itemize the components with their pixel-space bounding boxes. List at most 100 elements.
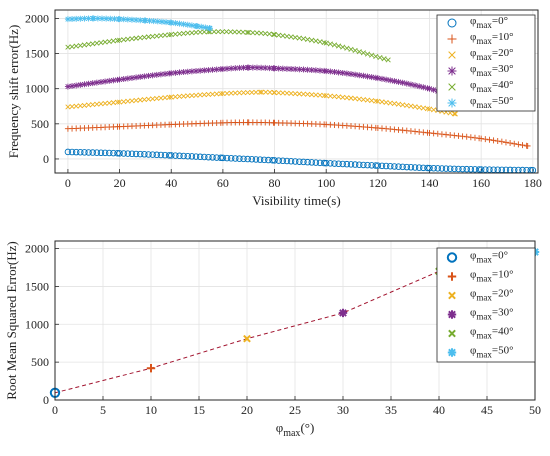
data-point <box>431 107 437 113</box>
marker-x <box>296 91 302 97</box>
marker-asterisk <box>146 17 153 24</box>
data-point <box>162 32 168 38</box>
marker-asterisk <box>149 72 156 79</box>
marker-asterisk <box>343 70 350 77</box>
marker-asterisk <box>193 68 200 75</box>
data-point <box>352 96 358 102</box>
data-point <box>145 34 152 40</box>
marker-circle <box>296 158 303 165</box>
marker-asterisk <box>447 310 457 319</box>
marker-plus <box>482 136 489 143</box>
data-point <box>240 29 246 35</box>
marker-x <box>228 29 234 35</box>
data-point <box>292 91 298 97</box>
legend-label: φmax=10° <box>470 269 513 284</box>
marker-x <box>340 44 346 50</box>
marker-x <box>69 44 75 50</box>
marker-x <box>94 101 100 107</box>
marker-asterisk <box>420 84 427 91</box>
data-point <box>266 31 272 37</box>
data-point <box>267 89 273 95</box>
data-point <box>372 162 380 169</box>
marker-x <box>258 30 264 36</box>
data-point <box>224 65 231 72</box>
x-tick-label: 10 <box>145 403 157 417</box>
data-point <box>287 157 295 165</box>
marker-x <box>86 41 92 47</box>
data-point <box>344 95 350 101</box>
data-point <box>424 85 431 92</box>
marker-x <box>236 90 242 96</box>
data-point <box>124 75 131 82</box>
data-point <box>142 17 149 24</box>
data-point <box>128 150 136 158</box>
marker-asterisk <box>184 68 191 75</box>
marker-x <box>292 91 298 97</box>
data-point <box>166 32 172 38</box>
marker-asterisk <box>133 16 140 23</box>
legend-item: φmax=50° <box>447 95 513 110</box>
y-axis-label: Frequency shift error(Hz) <box>6 25 21 159</box>
data-point <box>194 23 201 30</box>
marker-x <box>201 29 207 35</box>
data-point <box>317 67 324 74</box>
data-point <box>387 77 394 84</box>
marker-circle <box>368 162 375 169</box>
marker-circle <box>128 150 136 158</box>
marker-x <box>145 34 152 40</box>
data-point <box>201 92 207 98</box>
marker-asterisk <box>90 15 97 22</box>
data-point <box>220 91 226 97</box>
data-point <box>98 101 104 107</box>
series-phi-10 <box>64 119 531 149</box>
marker-x <box>280 33 286 39</box>
data-point <box>133 97 139 103</box>
marker-circle <box>219 154 227 162</box>
y-tick-label: 500 <box>31 355 49 369</box>
data-point <box>352 71 359 78</box>
marker-x <box>391 101 397 107</box>
data-point <box>275 157 282 164</box>
marker-x <box>110 38 116 44</box>
marker-circle <box>459 165 466 173</box>
data-point <box>438 165 446 172</box>
marker-asterisk <box>73 15 80 22</box>
x-tick-label: 60 <box>217 176 229 190</box>
data-point <box>348 46 354 52</box>
data-point <box>185 30 191 36</box>
marker-circle <box>391 163 398 170</box>
data-point <box>110 77 117 84</box>
data-point <box>416 83 423 90</box>
marker-x <box>94 40 100 46</box>
marker-asterisk <box>172 20 179 27</box>
data-point <box>320 159 328 167</box>
data-point <box>280 90 286 96</box>
data-point <box>209 91 216 97</box>
data-point <box>172 94 178 100</box>
data-point <box>116 76 123 83</box>
x-axis-label: φmax(°) <box>276 420 315 439</box>
marker-asterisk <box>158 18 165 25</box>
marker-circle <box>114 150 121 157</box>
marker-circle <box>180 152 187 160</box>
marker-circle <box>446 165 454 173</box>
data-point <box>223 154 231 162</box>
data-point <box>515 141 522 148</box>
legend-marker <box>447 310 457 319</box>
marker-x <box>284 33 290 39</box>
data-point <box>133 16 140 23</box>
data-point <box>110 149 117 157</box>
marker-x <box>150 96 156 102</box>
marker-circle <box>81 149 88 156</box>
data-point <box>161 151 169 159</box>
marker-x <box>263 89 269 95</box>
marker-circle <box>124 150 132 157</box>
data-point <box>275 65 282 72</box>
marker-asterisk <box>81 15 88 22</box>
legend-marker <box>446 252 458 263</box>
marker-x <box>447 110 453 116</box>
series-phi-40 <box>65 29 391 63</box>
marker-asterisk <box>73 82 80 89</box>
chart-frequency-shift-error: 0 20 40 60 80 100 120 140 160 180 0 500 1000 1500 200… <box>6 9 542 208</box>
marker-circle <box>68 148 76 156</box>
